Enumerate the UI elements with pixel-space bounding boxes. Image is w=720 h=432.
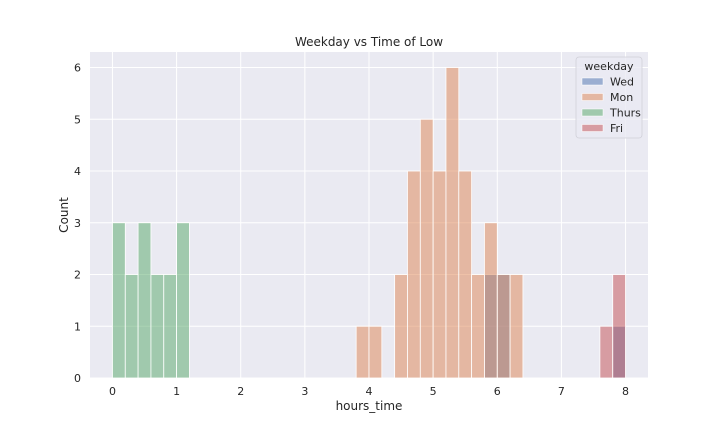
x-tick-label: 4 — [366, 385, 373, 398]
histogram-bar-thurs — [176, 222, 190, 379]
x-tick-label: 7 — [558, 385, 565, 398]
histogram-bar-thurs — [137, 222, 152, 379]
histogram-bar-mon — [471, 274, 485, 379]
legend-swatch-mon — [581, 93, 604, 101]
tick-labels: 0 1 2 3 4 5 6 7 8 0 1 2 3 4 5 6 — [74, 62, 629, 398]
histogram-bar-mon — [509, 274, 524, 379]
histogram-bar-mon — [355, 325, 370, 379]
histogram-bar-thurs — [163, 274, 177, 379]
y-tick-label: 0 — [74, 372, 81, 385]
legend-label-mon: Mon — [610, 91, 633, 104]
legend-items: Wed Mon Thurs Fri — [581, 76, 641, 135]
histogram-bar-mon — [368, 325, 383, 379]
histogram-bar-fri — [599, 325, 614, 379]
x-tick-label: 8 — [622, 385, 629, 398]
histogram-bar-mon — [496, 274, 511, 379]
x-tick-label: 1 — [173, 385, 180, 398]
histogram-bar-mon — [407, 170, 421, 379]
chart-title: Weekday vs Time of Low — [295, 35, 443, 49]
x-tick-label: 3 — [301, 385, 308, 398]
legend-label-wed: Wed — [610, 76, 634, 89]
histogram-bar-mon — [458, 170, 473, 379]
legend-box — [575, 56, 643, 139]
histogram-bar-mon — [394, 274, 408, 379]
legend-swatch-wed — [581, 77, 604, 86]
y-axis-label: Count — [57, 197, 71, 233]
x-axis-label: hours_time — [336, 399, 403, 413]
legend-label-thurs: Thurs — [609, 107, 641, 120]
y-tick-label: 5 — [74, 113, 81, 126]
y-tick-label: 2 — [74, 269, 81, 282]
y-tick-label: 1 — [74, 320, 81, 333]
legend: weekday Wed Mon Thurs Fri — [575, 56, 643, 139]
legend-title: weekday — [584, 60, 634, 73]
legend-swatch-thurs — [581, 108, 604, 117]
histogram-bar-mon — [445, 67, 460, 379]
legend-label-fri: Fri — [610, 122, 623, 135]
y-tick-label: 6 — [74, 62, 81, 75]
x-tick-label: 5 — [430, 385, 437, 398]
histogram-bar-thurs — [150, 274, 165, 379]
histogram-bar-thurs — [112, 222, 126, 379]
histogram-bar-mon — [419, 118, 434, 379]
bars — [112, 67, 626, 379]
y-tick-label: 3 — [74, 217, 81, 230]
x-tick-label: 6 — [494, 385, 501, 398]
y-tick-label: 4 — [74, 165, 81, 178]
histogram-bar-thurs — [124, 274, 139, 379]
histogram-bar-fri — [612, 274, 626, 379]
histogram-bar-mon — [432, 170, 447, 379]
legend-swatch-fri — [581, 124, 604, 132]
x-tick-label: 0 — [109, 385, 116, 398]
histogram-bar-mon — [484, 222, 498, 379]
x-tick-label: 2 — [237, 385, 244, 398]
